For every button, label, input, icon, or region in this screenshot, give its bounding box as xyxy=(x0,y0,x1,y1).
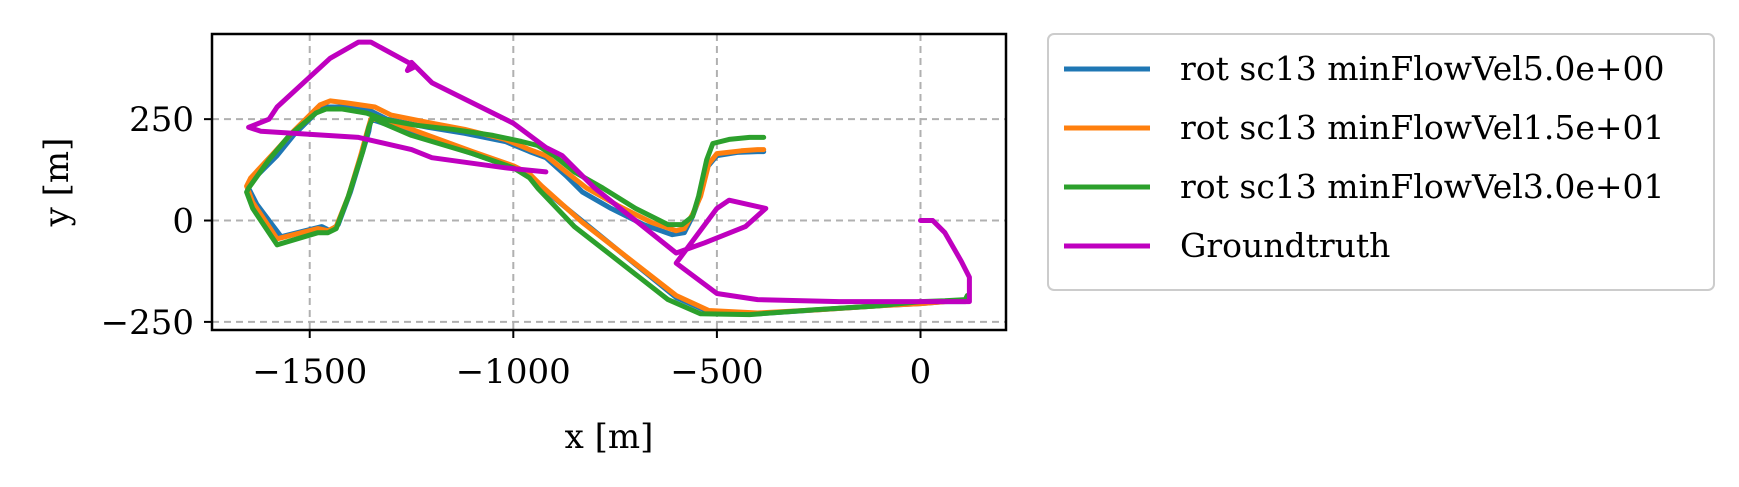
x-axis-label: x [m] xyxy=(565,417,654,457)
plot-area-frame xyxy=(210,32,1008,332)
legend-label-0: rot sc13 minFlowVel5.0e+00 xyxy=(1180,49,1665,88)
legend-box xyxy=(1047,33,1715,291)
y-tick-label: 0 xyxy=(172,202,194,242)
x-tick-label: 0 xyxy=(910,352,932,392)
series-line-2 xyxy=(244,106,970,318)
plot-series xyxy=(244,39,972,318)
legend-label-3: Groundtruth xyxy=(1180,226,1390,265)
series-line-1 xyxy=(244,98,970,316)
axis-ticks: −1500 −1000 −500 0 −250 0 250 xyxy=(101,100,932,392)
y-axis-label: y [m] xyxy=(37,138,77,228)
series-line-3 xyxy=(246,39,972,305)
y-tick-label: −250 xyxy=(101,303,194,343)
x-tick-label: −1500 xyxy=(252,352,367,392)
x-tick-label: −500 xyxy=(670,352,763,392)
legend-label-1: rot sc13 minFlowVel1.5e+01 xyxy=(1180,108,1665,147)
grid-lines xyxy=(212,34,1006,330)
legend: rot sc13 minFlowVel5.0e+00 rot sc13 minFl… xyxy=(1047,33,1715,291)
x-tick-label: −1000 xyxy=(456,352,571,392)
y-tick-label: 250 xyxy=(129,100,194,140)
legend-label-2: rot sc13 minFlowVel3.0e+01 xyxy=(1180,167,1665,206)
